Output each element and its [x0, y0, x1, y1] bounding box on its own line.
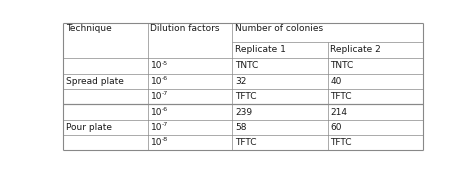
Text: 40: 40: [330, 77, 342, 86]
Text: 60: 60: [330, 123, 342, 132]
Text: 10: 10: [150, 108, 162, 117]
Text: -7: -7: [162, 122, 168, 127]
Text: 214: 214: [330, 108, 347, 117]
Text: Technique: Technique: [66, 24, 111, 33]
Text: Spread plate: Spread plate: [66, 77, 124, 86]
Text: Replicate 2: Replicate 2: [330, 45, 381, 55]
Text: 10: 10: [150, 123, 162, 132]
Text: TFTC: TFTC: [330, 138, 352, 147]
Text: -6: -6: [162, 76, 168, 81]
Text: 58: 58: [235, 123, 246, 132]
Text: 10: 10: [150, 92, 162, 101]
Text: Replicate 1: Replicate 1: [235, 45, 286, 55]
Text: -6: -6: [162, 107, 168, 112]
Text: Pour plate: Pour plate: [66, 123, 112, 132]
Text: TFTC: TFTC: [235, 92, 256, 101]
Text: -8: -8: [162, 137, 168, 142]
Text: -5: -5: [162, 61, 168, 66]
Text: TFTC: TFTC: [235, 138, 256, 147]
Text: 10: 10: [150, 77, 162, 86]
Text: TNTC: TNTC: [235, 61, 258, 71]
Text: Dilution factors: Dilution factors: [150, 24, 220, 33]
Text: 10: 10: [150, 61, 162, 71]
Text: 239: 239: [235, 108, 252, 117]
Text: -7: -7: [162, 91, 168, 96]
Text: TFTC: TFTC: [330, 92, 352, 101]
Text: 10: 10: [150, 138, 162, 147]
Text: TNTC: TNTC: [330, 61, 354, 71]
Text: 32: 32: [235, 77, 246, 86]
Text: Number of colonies: Number of colonies: [235, 24, 323, 33]
